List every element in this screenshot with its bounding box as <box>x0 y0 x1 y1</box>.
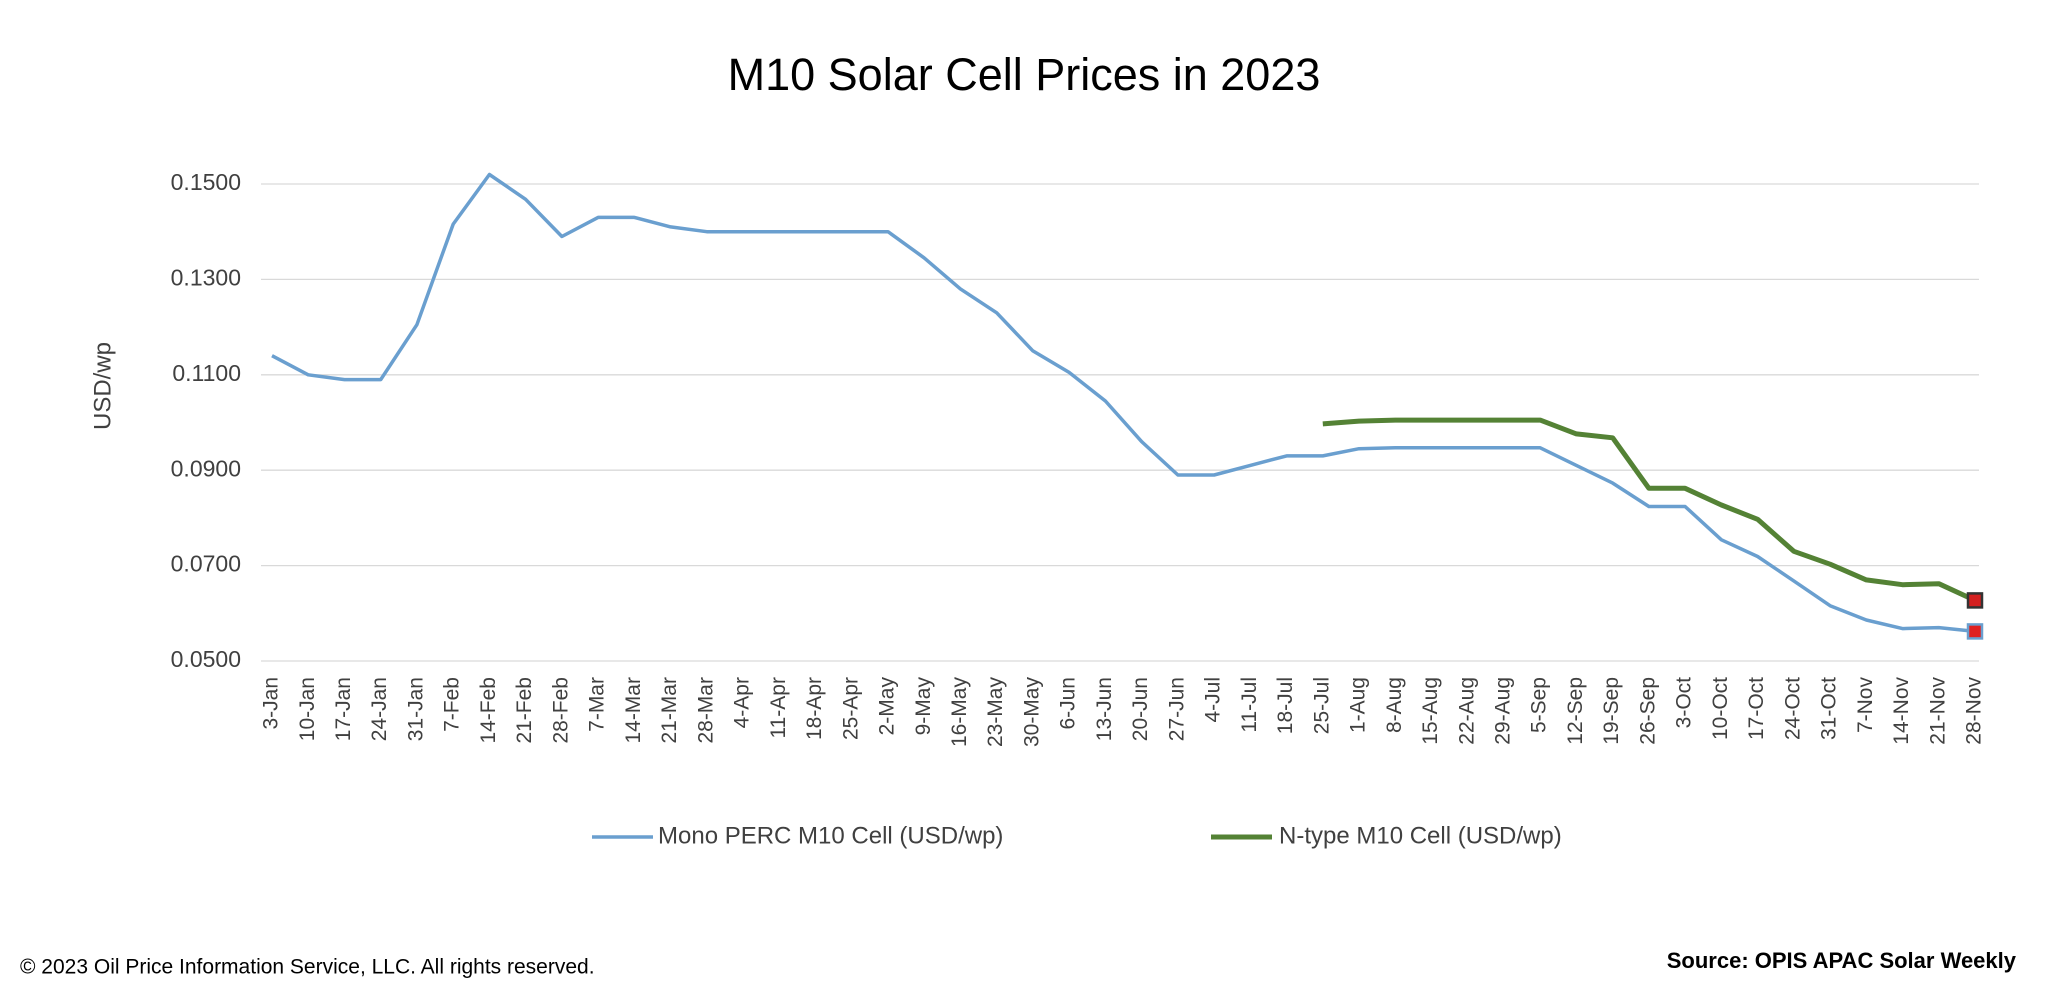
x-tick-label: 7-Mar <box>586 677 609 732</box>
source: Source: OPIS APAC Solar Weekly <box>1667 948 2017 973</box>
x-tick-label: 13-Jun <box>1093 677 1116 741</box>
x-tick-label: 7-Nov <box>1854 677 1877 734</box>
copyright: © 2023 Oil Price Information Service, LL… <box>20 956 595 979</box>
series-line <box>271 172 1976 634</box>
x-tick-label: 6-Jun <box>1057 677 1080 730</box>
x-tick-label: 18-Apr <box>803 677 826 740</box>
y-axis-title: USD/wp <box>89 342 116 430</box>
y-tick-label: 0.0500 <box>171 646 241 672</box>
y-tick-label: 0.0900 <box>171 455 241 481</box>
x-tick-label: 28-Mar <box>694 677 717 744</box>
x-tick-label: 15-Aug <box>1419 677 1442 745</box>
y-tick-label: 0.1300 <box>171 264 241 290</box>
x-tick-label: 8-Aug <box>1383 677 1406 733</box>
x-tick-label: 26-Sep <box>1636 677 1659 745</box>
x-tick-label: 17-Oct <box>1745 677 1768 740</box>
x-tick-label: 11-Apr <box>767 677 790 738</box>
x-tick-label: 27-Jun <box>1165 677 1188 741</box>
x-tick-label: 3-Oct <box>1673 677 1696 729</box>
x-tick-label: 14-Mar <box>622 677 645 744</box>
x-tick-label: 16-May <box>948 677 971 748</box>
x-tick-label: 10-Jan <box>296 677 319 741</box>
x-tick-label: 10-Oct <box>1709 677 1732 740</box>
x-tick-label: 3-Jan <box>260 677 283 730</box>
y-tick-label: 0.0700 <box>171 551 241 577</box>
x-tick-label: 17-Jan <box>332 677 355 741</box>
legend-label: N-type M10 Cell (USD/wp) <box>1279 822 1562 849</box>
x-tick-label: 4-Apr <box>731 677 754 728</box>
x-tick-label: 4-Jul <box>1202 677 1225 723</box>
x-tick-label: 31-Jan <box>404 677 427 741</box>
y-tick-label: 0.1500 <box>171 169 241 195</box>
x-tick-label: 21-Mar <box>658 677 681 744</box>
x-tick-label: 29-Aug <box>1492 677 1515 745</box>
x-tick-label: 1-Aug <box>1347 677 1370 733</box>
x-tick-label: 5-Sep <box>1528 677 1551 733</box>
x-tick-label: 12-Sep <box>1564 677 1587 745</box>
x-tick-label: 28-Feb <box>549 677 572 744</box>
x-tick-label: 9-May <box>912 677 935 736</box>
end-marker <box>1966 623 1984 640</box>
x-tick-label: 21-Nov <box>1926 677 1949 745</box>
x-tick-label: 28-Nov <box>1963 677 1986 745</box>
x-tick-label: 18-Jul <box>1274 677 1297 734</box>
x-tick-label: 31-Oct <box>1818 677 1841 740</box>
x-tick-label: 30-May <box>1020 677 1043 748</box>
x-tick-label: 7-Feb <box>441 677 464 732</box>
chart-title: M10 Solar Cell Prices in 2023 <box>728 49 1321 100</box>
x-tick-label: 11-Jul <box>1238 677 1261 733</box>
x-tick-label: 25-Apr <box>839 677 862 740</box>
x-tick-label: 23-May <box>984 677 1007 748</box>
x-tick-label: 24-Jan <box>368 677 391 741</box>
x-tick-label: 2-May <box>876 677 899 736</box>
end-marker <box>1966 592 1984 609</box>
series-line <box>1322 417 1977 603</box>
legend-label: Mono PERC M10 Cell (USD/wp) <box>658 822 1003 849</box>
y-tick-label: 0.1100 <box>172 360 241 386</box>
x-tick-label: 25-Jul <box>1310 677 1333 734</box>
x-tick-label: 19-Sep <box>1600 677 1623 745</box>
x-tick-label: 24-Oct <box>1781 677 1804 740</box>
x-tick-label: 20-Jun <box>1129 677 1152 741</box>
x-tick-label: 21-Feb <box>513 677 536 744</box>
x-tick-label: 22-Aug <box>1455 677 1478 745</box>
x-tick-label: 14-Nov <box>1890 677 1913 745</box>
x-tick-label: 14-Feb <box>477 677 500 744</box>
